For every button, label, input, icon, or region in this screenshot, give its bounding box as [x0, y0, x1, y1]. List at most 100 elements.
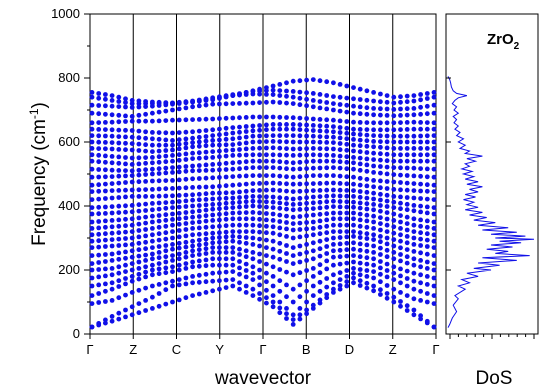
phonon-point — [384, 254, 390, 260]
phonon-point — [109, 286, 115, 292]
phonon-point — [250, 256, 256, 262]
phonon-point — [290, 261, 296, 266]
phonon-point — [163, 137, 169, 143]
phonon-point — [163, 280, 169, 286]
phonon-point — [398, 158, 403, 164]
phonon-point — [391, 256, 397, 262]
phonon-point — [424, 139, 430, 145]
phonon-point — [143, 285, 149, 291]
phonon-point — [411, 112, 417, 118]
phonon-point — [277, 195, 283, 201]
phonon-point — [284, 133, 289, 139]
phonon-point — [317, 199, 323, 205]
phonon-point — [103, 96, 108, 102]
phonon-point — [290, 166, 296, 172]
phonon-point — [364, 212, 370, 218]
phonon-point — [123, 155, 128, 160]
phonon-point — [270, 293, 276, 298]
phonon-point — [109, 298, 115, 303]
phonon-point — [357, 194, 363, 200]
phonon-point — [243, 199, 249, 205]
dos-title-sub: 2 — [514, 41, 520, 52]
phonon-point — [143, 194, 149, 199]
phonon-point — [116, 94, 122, 100]
phonon-point — [109, 230, 115, 236]
phonon-point — [431, 120, 437, 126]
phonon-point — [150, 110, 155, 116]
phonon-point — [230, 190, 236, 196]
phonon-point — [230, 238, 236, 244]
phonon-point — [103, 237, 108, 243]
phonon-point — [398, 152, 403, 158]
phonon-point — [250, 128, 256, 134]
phonon-point — [424, 299, 430, 305]
phonon-point — [170, 242, 175, 247]
phonon-point — [304, 90, 309, 96]
phonon-point — [404, 221, 410, 227]
phonon-point — [96, 321, 102, 326]
phonon-point — [317, 224, 323, 230]
phonon-point — [163, 170, 169, 176]
phonon-point — [116, 112, 122, 118]
phonon-point — [150, 226, 155, 231]
phonon-point — [310, 188, 316, 194]
phonon-point — [371, 243, 376, 249]
phonon-point — [391, 139, 397, 145]
phonon-point — [123, 168, 128, 174]
phonon-point — [264, 152, 269, 158]
phonon-point — [418, 196, 423, 201]
phonon-point — [143, 258, 149, 263]
phonon-point — [116, 188, 122, 193]
phonon-point — [371, 133, 376, 139]
phonon-point — [404, 260, 410, 266]
phonon-point — [357, 189, 363, 194]
phonon-point — [277, 288, 283, 294]
phonon-point — [109, 280, 115, 286]
phonon-point — [109, 204, 115, 210]
phonon-point — [324, 217, 330, 223]
phonon-point — [398, 106, 403, 112]
phonon-point — [89, 283, 95, 289]
phonon-point — [150, 142, 155, 148]
phonon-point — [424, 120, 430, 125]
phonon-point — [183, 204, 189, 209]
phonon-point — [109, 103, 115, 109]
phonon-point — [297, 166, 303, 172]
phonon-point — [190, 226, 196, 231]
phonon-point — [371, 262, 376, 268]
phonon-point — [418, 230, 423, 236]
phonon-point — [398, 303, 403, 309]
phonon-point — [176, 240, 182, 246]
phonon-point — [351, 253, 356, 258]
phonon-point — [243, 129, 249, 134]
phonon-point — [270, 187, 276, 193]
phonon-point — [297, 122, 303, 128]
phonon-point — [357, 155, 363, 161]
phonon-point — [150, 262, 155, 268]
phonon-point — [163, 186, 169, 192]
phonon-point — [297, 316, 303, 322]
phonon-point — [116, 223, 122, 229]
phonon-point — [109, 251, 115, 257]
phonon-point — [304, 139, 309, 145]
phonon-point — [170, 100, 175, 106]
phonon-point — [317, 152, 323, 158]
phonon-point — [89, 211, 95, 217]
phonon-point — [364, 176, 370, 182]
phonon-point — [277, 225, 283, 231]
phonon-point — [418, 272, 423, 278]
phonon-point — [129, 114, 135, 119]
phonon-point — [150, 283, 155, 289]
phonon-point — [123, 262, 128, 268]
phonon-point — [96, 146, 102, 152]
phonon-point — [129, 203, 135, 208]
phonon-point — [317, 123, 323, 129]
phonon-point — [378, 170, 383, 176]
phonon-point — [243, 283, 249, 289]
phonon-point — [150, 149, 155, 155]
phonon-point — [270, 152, 276, 158]
phonon-point — [170, 117, 175, 123]
phonon-point — [243, 261, 249, 267]
phonon-point — [170, 217, 175, 222]
phonon-point — [230, 136, 236, 142]
